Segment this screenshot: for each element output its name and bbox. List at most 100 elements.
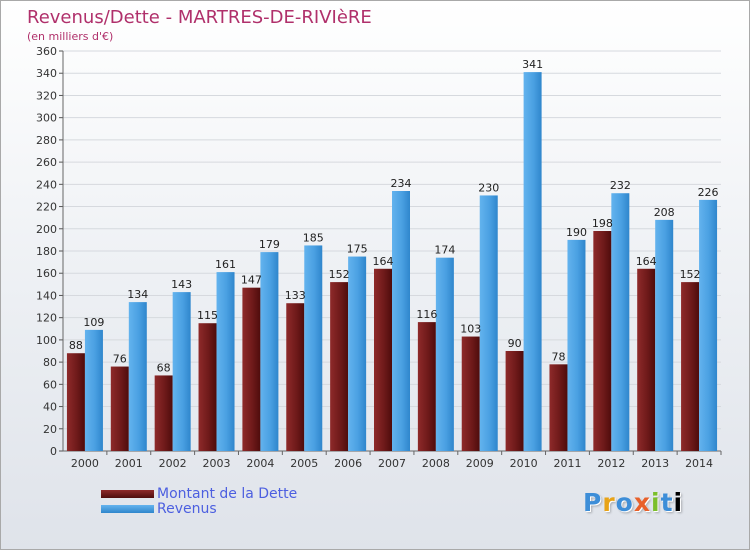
logo-letter: t: [660, 488, 674, 517]
chart-title: Revenus/Dette - MARTRES-DE-RIVIèRE: [27, 7, 372, 28]
data-label-revenue: 134: [127, 288, 148, 301]
bar-revenue: [699, 199, 718, 451]
data-label-revenue: 143: [171, 278, 192, 291]
bar-debt: [549, 364, 568, 451]
x-tick-label: 2011: [553, 457, 581, 470]
data-label-revenue: 341: [522, 58, 543, 71]
bar-revenue: [523, 72, 542, 451]
bar-revenue: [304, 245, 323, 451]
logo-letter: P: [583, 488, 603, 517]
data-label-revenue: 185: [303, 231, 324, 244]
labels: 0 20 40 60 80 100 120 140 160 180 200 220 240 260 280 3…: [36, 45, 719, 470]
data-label-revenue: 226: [698, 186, 719, 199]
data-label-debt: 152: [680, 268, 701, 281]
x-tick-label: 2006: [334, 457, 362, 470]
data-label-debt: 76: [113, 353, 127, 366]
y-tick-label: 180: [36, 245, 57, 258]
logo-letter: x: [633, 488, 651, 517]
y-tick-label: 100: [36, 334, 57, 347]
bar-revenue: [260, 252, 279, 451]
bar-revenue: [216, 272, 235, 451]
bar-debt: [681, 282, 700, 451]
y-tick-label: 360: [36, 45, 57, 58]
data-label-revenue: 208: [654, 206, 675, 219]
bar-revenue: [84, 329, 103, 451]
y-tick-label: 60: [43, 378, 57, 391]
data-label-debt: 103: [460, 323, 481, 336]
data-label-debt: 164: [636, 255, 657, 268]
logo-letter: i: [673, 488, 684, 517]
logo-letter: i: [651, 488, 661, 517]
bar-revenue: [479, 195, 498, 451]
x-tick-label: 2012: [597, 457, 625, 470]
y-tick-label: 220: [36, 201, 57, 214]
bar-debt: [330, 282, 349, 451]
y-tick-label: 120: [36, 312, 57, 325]
x-tick-label: 2005: [290, 457, 318, 470]
data-label-debt: 133: [285, 289, 306, 302]
bar-revenue: [611, 193, 630, 451]
x-tick-label: 2002: [159, 457, 187, 470]
x-tick-label: 2009: [466, 457, 494, 470]
legend-label-revenue: Revenus: [157, 501, 217, 517]
bar-revenue: [392, 191, 410, 451]
y-tick-label: 280: [36, 134, 57, 147]
data-label-revenue: 232: [610, 179, 631, 192]
bar-debt: [286, 303, 305, 451]
bar-debt: [461, 336, 480, 451]
x-tick-label: 2004: [246, 457, 274, 470]
y-tick-label: 300: [36, 112, 57, 125]
x-tick-label: 2010: [510, 457, 538, 470]
y-tick-label: 260: [36, 156, 57, 169]
data-label-revenue: 190: [566, 226, 587, 239]
data-label-debt: 78: [551, 350, 565, 363]
legend-swatch-debt: [101, 490, 154, 498]
y-tick-label: 320: [36, 89, 57, 102]
legend-label-debt: Montant de la Dette: [157, 486, 298, 502]
bar-debt: [374, 268, 392, 451]
x-tick-label: 2014: [685, 457, 713, 470]
bar-debt: [154, 375, 173, 451]
data-label-revenue: 109: [83, 316, 104, 329]
proxiti-logo: Proxiti: [583, 488, 683, 517]
data-label-debt: 147: [241, 274, 262, 287]
bar-debt: [593, 231, 612, 451]
legend-swatch-revenue: [101, 505, 154, 513]
data-label-debt: 90: [508, 337, 522, 350]
y-tick-label: 140: [36, 289, 57, 302]
bar-revenue: [435, 257, 454, 451]
x-tick-label: 2007: [378, 457, 406, 470]
x-tick-label: 2000: [71, 457, 99, 470]
bar-debt: [198, 323, 217, 451]
y-tick-label: 0: [50, 445, 57, 458]
data-label-debt: 152: [329, 268, 350, 281]
y-tick-label: 20: [43, 423, 57, 436]
data-label-revenue: 161: [215, 258, 236, 271]
data-label-revenue: 179: [259, 238, 280, 251]
y-tick-label: 340: [36, 67, 57, 80]
logo-letter: r: [602, 488, 616, 517]
bar-debt: [66, 353, 85, 451]
data-label-debt: 164: [373, 255, 394, 268]
x-tick-label: 2013: [641, 457, 669, 470]
chart-subtitle: (en milliers d'€): [27, 30, 114, 43]
data-label-revenue: 175: [347, 243, 368, 256]
bar-debt: [505, 351, 524, 451]
data-label-debt: 116: [416, 308, 437, 321]
y-tick-label: 160: [36, 267, 57, 280]
data-label-revenue: 234: [391, 177, 412, 190]
data-label-debt: 115: [197, 309, 218, 322]
bar-revenue: [128, 302, 147, 451]
bar-debt: [637, 268, 656, 451]
data-label-debt: 68: [157, 361, 171, 374]
y-tick-label: 80: [43, 356, 57, 369]
bar-revenue: [567, 239, 586, 451]
data-label-revenue: 230: [478, 181, 499, 194]
bar-debt: [110, 366, 129, 451]
x-tick-label: 2003: [203, 457, 231, 470]
y-tick-label: 200: [36, 223, 57, 236]
x-tick-label: 2001: [115, 457, 143, 470]
data-label-debt: 88: [69, 339, 83, 352]
